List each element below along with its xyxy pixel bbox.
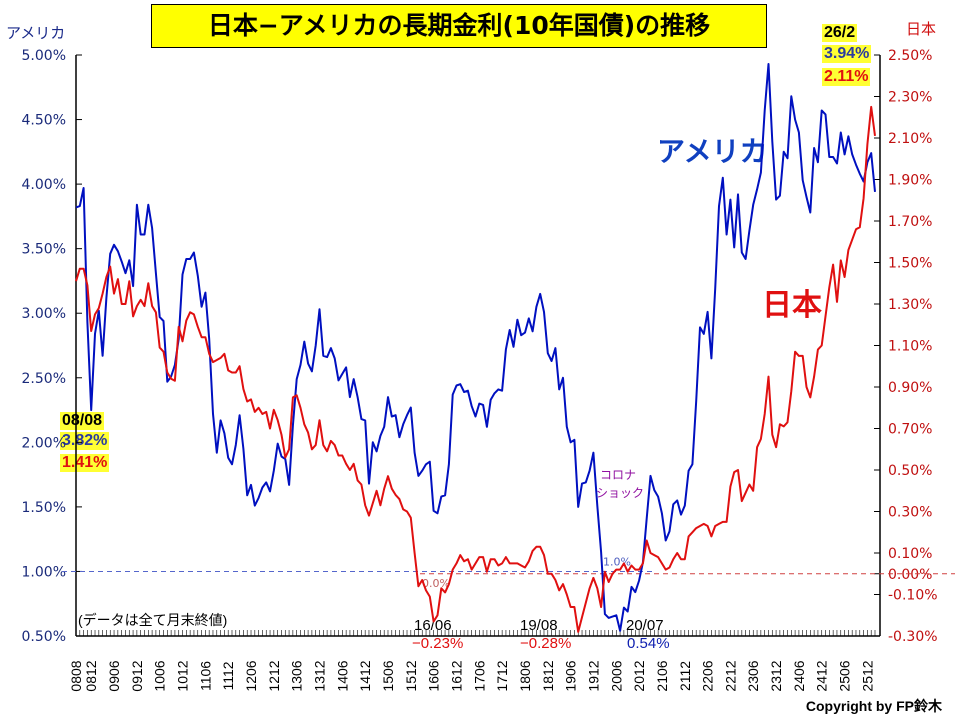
- x-tick-label: 2312: [768, 660, 784, 691]
- x-tick-label: 1612: [448, 660, 464, 691]
- us-reference-label: 1.0%: [603, 555, 631, 568]
- x-tick-label: 0906: [106, 660, 122, 691]
- right-tick-label: 0.50%: [888, 463, 932, 479]
- jp-series-label: 日本: [762, 289, 822, 322]
- x-tick-label: 1806: [517, 660, 533, 691]
- x-tick-label: 2212: [722, 660, 738, 691]
- left-tick-label: 5.00%: [22, 48, 66, 64]
- right-tick-label: 1.90%: [888, 173, 932, 189]
- x-tick-label: 1106: [197, 661, 213, 691]
- left-axis-label: アメリカ: [6, 25, 66, 42]
- data-note: (データは全て月末終値): [78, 612, 228, 628]
- right-tick-label: 1.30%: [888, 297, 932, 313]
- right-tick-label: 1.50%: [888, 256, 932, 272]
- jp-low-2019-date: 19/08: [520, 617, 558, 634]
- jp-low-2016-value: −0.23%: [412, 635, 464, 652]
- left-tick-label: 1.00%: [22, 564, 66, 580]
- x-tick-label: 2406: [791, 660, 807, 691]
- jp-reference-label: 0.0%: [422, 577, 450, 590]
- x-tick-label: 1706: [471, 660, 487, 691]
- x-tick-label: 0912: [129, 660, 145, 691]
- x-tick-label: 1606: [426, 660, 442, 691]
- x-tick-label: 1212: [266, 660, 282, 691]
- left-tick-label: 0.50%: [22, 629, 66, 645]
- x-tick-label: 1306: [289, 660, 305, 691]
- start-date-label: 08/08: [60, 412, 105, 430]
- x-tick-label: 1406: [334, 660, 350, 691]
- jp-low-2019-value: −0.28%: [520, 635, 572, 652]
- left-tick-label: 1.50%: [22, 500, 66, 516]
- right-tick-label: 0.00%: [888, 567, 932, 583]
- left-tick-label: 2.00%: [22, 435, 66, 451]
- left-tick-label: 3.00%: [22, 306, 66, 322]
- right-tick-label: -0.30%: [888, 629, 938, 645]
- us-low-2020-value: 0.54%: [627, 635, 670, 652]
- x-tick-label: 2506: [837, 660, 853, 691]
- jp-yield-line: [75, 105, 876, 633]
- x-tick-label: 2512: [859, 660, 875, 691]
- left-tick-label: 4.50%: [22, 113, 66, 129]
- x-tick-label: 1812: [540, 660, 556, 691]
- x-tick-label: 2006: [608, 660, 624, 691]
- right-tick-label: 0.70%: [888, 422, 932, 438]
- x-tick-label: 2106: [654, 660, 670, 691]
- end-jp-value: 2.11%: [822, 68, 871, 86]
- copyright: Copyright by FP鈴木: [805, 698, 942, 714]
- right-tick-label: 2.10%: [888, 131, 932, 147]
- x-tick-label: 2412: [814, 660, 830, 691]
- right-tick-label: 0.90%: [888, 380, 932, 396]
- right-tick-label: -0.10%: [888, 588, 938, 604]
- x-tick-label: 1512: [403, 660, 419, 691]
- x-tick-label: 2012: [631, 660, 647, 691]
- right-tick-label: 0.30%: [888, 505, 932, 521]
- right-axis-label: 日本: [906, 21, 937, 38]
- x-tick-label: 1006: [152, 660, 168, 691]
- x-tick-label: 1506: [380, 660, 396, 691]
- jp-low-2016-date: 16/06: [414, 617, 452, 634]
- start-jp-value: 1.41%: [60, 454, 110, 472]
- x-tick-label: 2306: [745, 660, 761, 691]
- us-series-label: アメリカ: [657, 136, 768, 167]
- chart-title: 日本−アメリカの長期金利(10年国債)の推移: [151, 4, 767, 48]
- right-tick-label: 1.70%: [888, 214, 932, 230]
- x-tick-label: 2112: [677, 661, 693, 691]
- x-tick-label: 1906: [563, 660, 579, 691]
- right-tick-label: 2.50%: [888, 48, 932, 64]
- left-tick-label: 3.50%: [22, 242, 66, 258]
- covid-label-2: ショック: [596, 486, 645, 500]
- x-tick-label: 1112: [220, 661, 236, 690]
- right-tick-label: 2.30%: [888, 90, 932, 106]
- left-tick-label: 4.00%: [22, 177, 66, 193]
- x-tick-label: 1912: [585, 660, 601, 691]
- end-date-label: 26/2: [822, 24, 858, 42]
- x-tick-label: 1312: [312, 660, 328, 691]
- right-tick-label: 0.10%: [888, 546, 932, 562]
- covid-label-1: コロナ: [600, 468, 637, 482]
- us-yield-line: [75, 63, 876, 632]
- x-tick-label: 1012: [175, 660, 191, 691]
- x-tick-label: 1206: [243, 660, 259, 691]
- x-tick-label: 1412: [357, 660, 373, 691]
- us-low-2020-date: 20/07: [626, 617, 664, 634]
- x-tick-label: 1712: [494, 660, 510, 691]
- left-tick-label: 2.50%: [22, 371, 66, 387]
- x-tick-label: 0812: [83, 660, 99, 691]
- start-us-value: 3.82%: [60, 432, 110, 450]
- x-tick-label: 2206: [700, 660, 716, 691]
- end-us-value: 3.94%: [822, 45, 872, 63]
- x-tick-label: 0808: [68, 660, 84, 691]
- right-tick-label: 1.10%: [888, 339, 932, 355]
